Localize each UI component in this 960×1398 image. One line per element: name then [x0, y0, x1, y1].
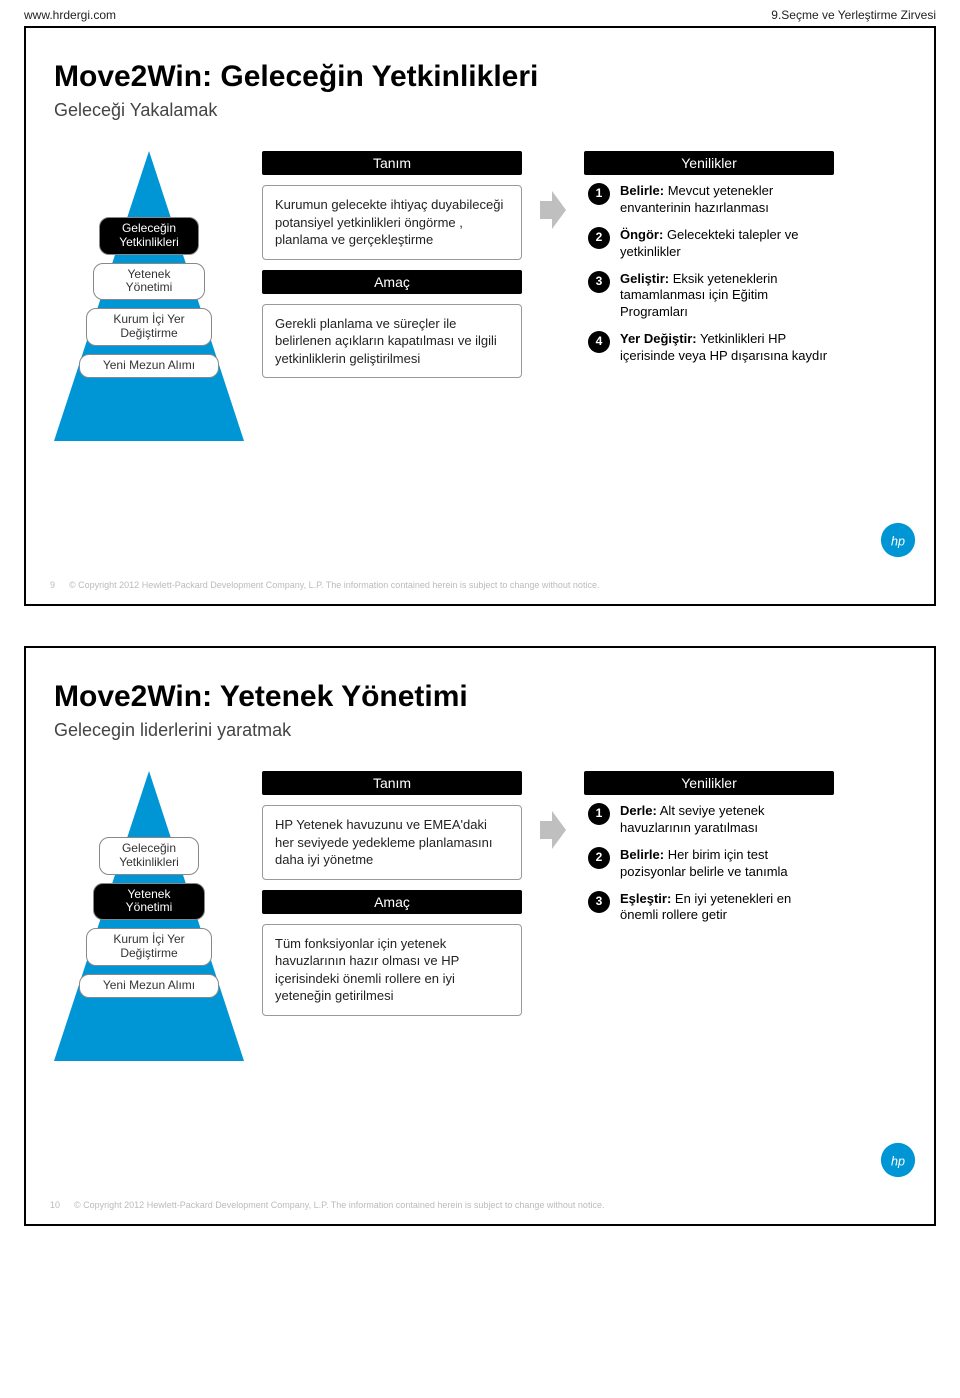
innov-item-2: 2 Öngör: Gelecekteki talepler ve yetkinl… — [588, 227, 830, 261]
svg-text:hp: hp — [891, 1154, 905, 1168]
slide1-pagenum: 9 — [50, 580, 55, 590]
innov-item-2: 2 Belirle: Her birim için test pozisyonl… — [588, 847, 830, 881]
pyramid-level-0: Geleceğin Yetkinlikleri — [99, 217, 199, 255]
innov-item-4: 4 Yer Değiştir: Yetkinlikleri HP içerisi… — [588, 331, 830, 365]
amac-header: Amaç — [262, 270, 522, 294]
innov-text-2: Öngör: Gelecekteki talepler ve yetkinlik… — [620, 227, 830, 261]
header-right: 9.Seçme ve Yerleştirme Zirvesi — [771, 8, 936, 22]
innov-text-3: Geliştir: Eksik yeteneklerin tamamlanmas… — [620, 271, 830, 322]
tanim-body: Kurumun gelecekte ihtiyaç duyabileceği p… — [262, 185, 522, 260]
innov-item-3: 3 Geliştir: Eksik yeteneklerin tamamlanm… — [588, 271, 830, 322]
middle-column: Tanım HP Yetenek havuzunu ve EMEA'daki h… — [262, 771, 522, 1016]
innov-num-3: 3 — [588, 271, 610, 293]
header-left: www.hrdergi.com — [24, 8, 116, 22]
right-column: Yenilikler 1 Belirle: Mevcut yetenekler … — [584, 151, 834, 383]
amac-header: Amaç — [262, 890, 522, 914]
innov-num-4: 4 — [588, 331, 610, 353]
slide1-copyright: © Copyright 2012 Hewlett-Packard Develop… — [69, 580, 599, 590]
right-column: Yenilikler 1 Derle: Alt seviye yetenek h… — [584, 771, 834, 942]
innov-num-2: 2 — [588, 227, 610, 249]
arrow-icon — [540, 191, 566, 229]
innov-num-3: 3 — [588, 891, 610, 913]
pyramid-level-2: Kurum İçi Yer Değiştirme — [86, 308, 212, 346]
pyramid-labels: Geleceğin Yetkinlikleri Yetenek Yönetimi… — [64, 837, 234, 998]
slide1-subtitle: Geleceği Yakalamak — [54, 100, 906, 121]
tanim-header: Tanım — [262, 771, 522, 795]
pyramid-labels: Geleceğin Yetkinlikleri Yetenek Yönetimi… — [64, 217, 234, 378]
innov-text-2: Belirle: Her birim için test pozisyonlar… — [620, 847, 830, 881]
hp-logo-icon: hp — [880, 1142, 916, 1178]
slide2-copyright: © Copyright 2012 Hewlett-Packard Develop… — [74, 1200, 604, 1210]
innov-text-4: Yer Değiştir: Yetkinlikleri HP içerisind… — [620, 331, 830, 365]
pyramid: Geleceğin Yetkinlikleri Yetenek Yönetimi… — [54, 151, 244, 441]
yenilikler-header: Yenilikler — [584, 151, 834, 175]
middle-column: Tanım Kurumun gelecekte ihtiyaç duyabile… — [262, 151, 522, 378]
svg-text:hp: hp — [891, 534, 905, 548]
slide1-content: Geleceğin Yetkinlikleri Yetenek Yönetimi… — [54, 151, 906, 441]
innov-num-2: 2 — [588, 847, 610, 869]
slide-1: Move2Win: Geleceğin Yetkinlikleri Gelece… — [24, 26, 936, 606]
innov-num-1: 1 — [588, 183, 610, 205]
innov-item-1: 1 Belirle: Mevcut yetenekler envanterini… — [588, 183, 830, 217]
arrow-icon — [540, 811, 566, 849]
page-header: www.hrdergi.com 9.Seçme ve Yerleştirme Z… — [0, 0, 960, 26]
slide2-subtitle: Gelecegin liderlerini yaratmak — [54, 720, 906, 741]
yenilikler-header: Yenilikler — [584, 771, 834, 795]
slide1-title: Move2Win: Geleceğin Yetkinlikleri — [54, 60, 906, 94]
pyramid-level-3: Yeni Mezun Alımı — [79, 354, 219, 378]
slide2-content: Geleceğin Yetkinlikleri Yetenek Yönetimi… — [54, 771, 906, 1061]
amac-body: Gerekli planlama ve süreçler ile belirle… — [262, 304, 522, 379]
innov-item-3: 3 Eşleştir: En iyi yetenekleri en önemli… — [588, 891, 830, 925]
pyramid-level-0: Geleceğin Yetkinlikleri — [99, 837, 199, 875]
hp-logo-icon: hp — [880, 522, 916, 558]
amac-body: Tüm fonksiyonlar için yetenek havuzların… — [262, 924, 522, 1016]
slide2-pagenum: 10 — [50, 1200, 60, 1210]
pyramid: Geleceğin Yetkinlikleri Yetenek Yönetimi… — [54, 771, 244, 1061]
slide1-footer: 9 © Copyright 2012 Hewlett-Packard Devel… — [50, 580, 599, 590]
tanim-header: Tanım — [262, 151, 522, 175]
innov-item-1: 1 Derle: Alt seviye yetenek havuzlarının… — [588, 803, 830, 837]
pyramid-level-2: Kurum İçi Yer Değiştirme — [86, 928, 212, 966]
tanim-body: HP Yetenek havuzunu ve EMEA'daki her sev… — [262, 805, 522, 880]
pyramid-level-3: Yeni Mezun Alımı — [79, 974, 219, 998]
slide2-footer: 10 © Copyright 2012 Hewlett-Packard Deve… — [50, 1200, 604, 1210]
innov-list: 1 Belirle: Mevcut yetenekler envanterini… — [584, 175, 834, 383]
innov-list: 1 Derle: Alt seviye yetenek havuzlarının… — [584, 795, 834, 942]
slide-2: Move2Win: Yetenek Yönetimi Gelecegin lid… — [24, 646, 936, 1226]
innov-text-1: Derle: Alt seviye yetenek havuzlarının y… — [620, 803, 830, 837]
innov-num-1: 1 — [588, 803, 610, 825]
innov-text-3: Eşleştir: En iyi yetenekleri en önemli r… — [620, 891, 830, 925]
innov-text-1: Belirle: Mevcut yetenekler envanterinin … — [620, 183, 830, 217]
pyramid-level-1: Yetenek Yönetimi — [93, 883, 205, 921]
slide2-title: Move2Win: Yetenek Yönetimi — [54, 680, 906, 714]
pyramid-level-1: Yetenek Yönetimi — [93, 263, 205, 301]
